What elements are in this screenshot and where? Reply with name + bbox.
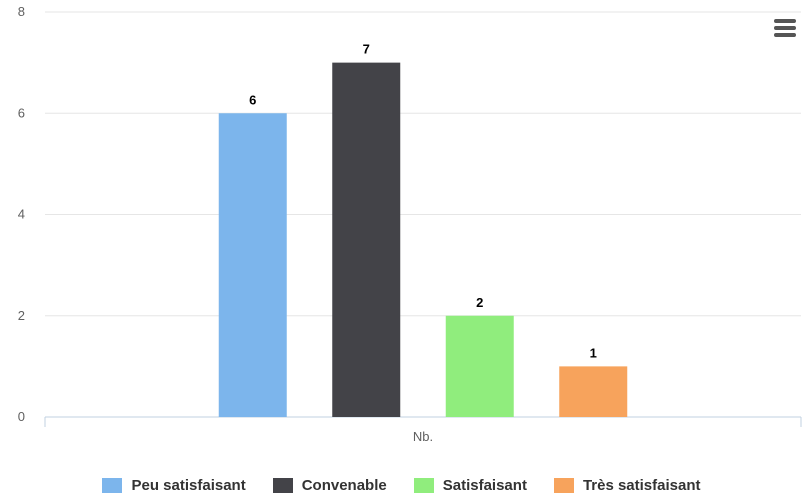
bar-value-label: 7 (363, 42, 370, 57)
y-tick-label: 4 (18, 207, 25, 222)
hamburger-menu-icon (774, 19, 796, 23)
bar[interactable] (218, 113, 287, 417)
legend-swatch (272, 477, 293, 493)
legend-item-tres-satisfaisant[interactable]: Très satisfaisant (553, 476, 701, 494)
legend-item-peu-satisfaisant[interactable]: Peu satisfaisant (102, 476, 246, 494)
bar-value-label: 1 (590, 345, 597, 360)
legend-label: Très satisfaisant (582, 476, 701, 494)
bar[interactable] (559, 366, 628, 417)
x-category-label: Nb. (413, 429, 433, 444)
y-tick-label: 0 (18, 409, 25, 424)
bar[interactable] (445, 315, 514, 417)
bar[interactable] (332, 62, 401, 417)
legend-label: Convenable (301, 476, 387, 494)
y-tick-label: 2 (18, 308, 25, 323)
legend-label: Peu satisfaisant (131, 476, 246, 494)
y-axis: 0 2 4 6 8 (18, 4, 25, 424)
legend-item-convenable[interactable]: Convenable (272, 476, 387, 494)
legend: Peu satisfaisant Convenable Satisfaisant… (0, 474, 803, 496)
legend-swatch (102, 477, 123, 493)
bar-value-label: 6 (249, 92, 256, 107)
y-tick-label: 6 (18, 105, 25, 120)
bar-chart: 0 2 4 6 8 Nb. 6 7 2 1 (18, 4, 802, 444)
grid-lines (45, 11, 801, 418)
legend-swatch (413, 477, 434, 493)
legend-label: Satisfaisant (442, 476, 527, 494)
x-axis: Nb. (44, 417, 802, 444)
hamburger-menu-icon-line (774, 26, 796, 30)
legend-item-satisfaisant[interactable]: Satisfaisant (413, 476, 527, 494)
bars (218, 62, 628, 417)
data-labels: 6 7 2 1 (249, 42, 597, 361)
chart-menu-button[interactable] (774, 19, 796, 39)
bar-value-label: 2 (476, 295, 483, 310)
y-tick-label: 8 (18, 4, 25, 19)
legend-swatch (553, 477, 574, 493)
hamburger-menu-icon-line (774, 33, 796, 37)
